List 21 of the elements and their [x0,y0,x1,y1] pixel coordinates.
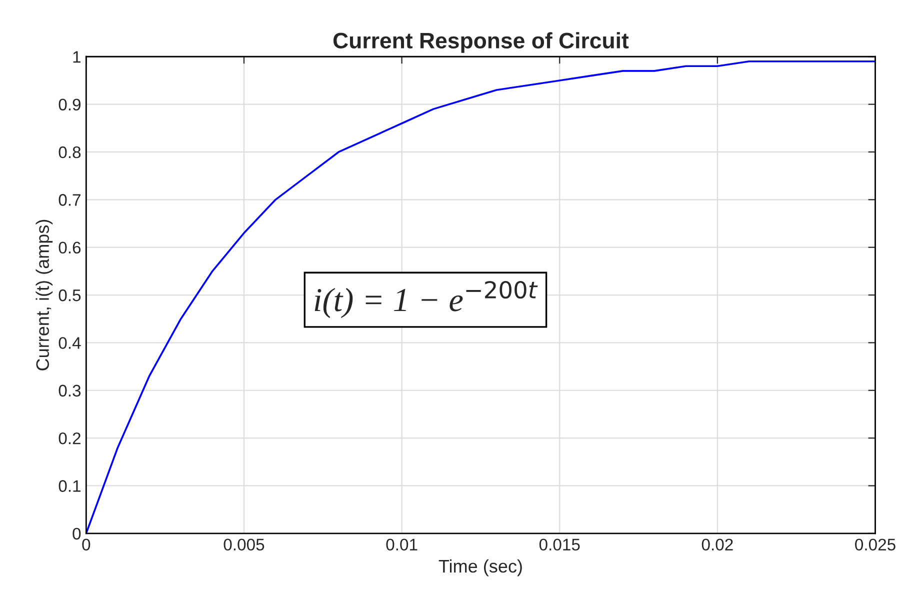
x-tick-label: 0 [82,538,90,551]
y-tick-label: 0.7 [58,194,80,206]
x-tick-label: 0.01 [386,538,418,551]
y-axis-title: Current, i(t) (amps) [36,220,53,370]
y-tick-label: 0.1 [58,480,80,492]
y-tick-label: 0.8 [58,146,81,158]
chart-title: Current Response of Circuit [333,32,629,53]
x-tick-label: 0.025 [855,538,896,551]
y-tick-label: 0.3 [58,384,81,397]
y-tick-label: 0.5 [58,289,81,302]
y-tick-label: 0.6 [58,242,81,254]
y-tick-label: 1 [73,51,80,63]
x-tick-label: 0.02 [702,538,733,551]
annotation: i(t) = 1 − e$^{−200t}$ [314,280,538,318]
y-tick-label: 0.4 [58,337,81,349]
x-axis-title: Time (sec) [438,559,522,576]
x-tick-label: 0.005 [224,538,264,551]
y-tick-label: 0.9 [58,98,81,111]
y-tick-label: 0 [72,528,81,540]
y-tick-label: 0.2 [58,432,80,444]
x-tick-label: 0.015 [539,538,580,551]
